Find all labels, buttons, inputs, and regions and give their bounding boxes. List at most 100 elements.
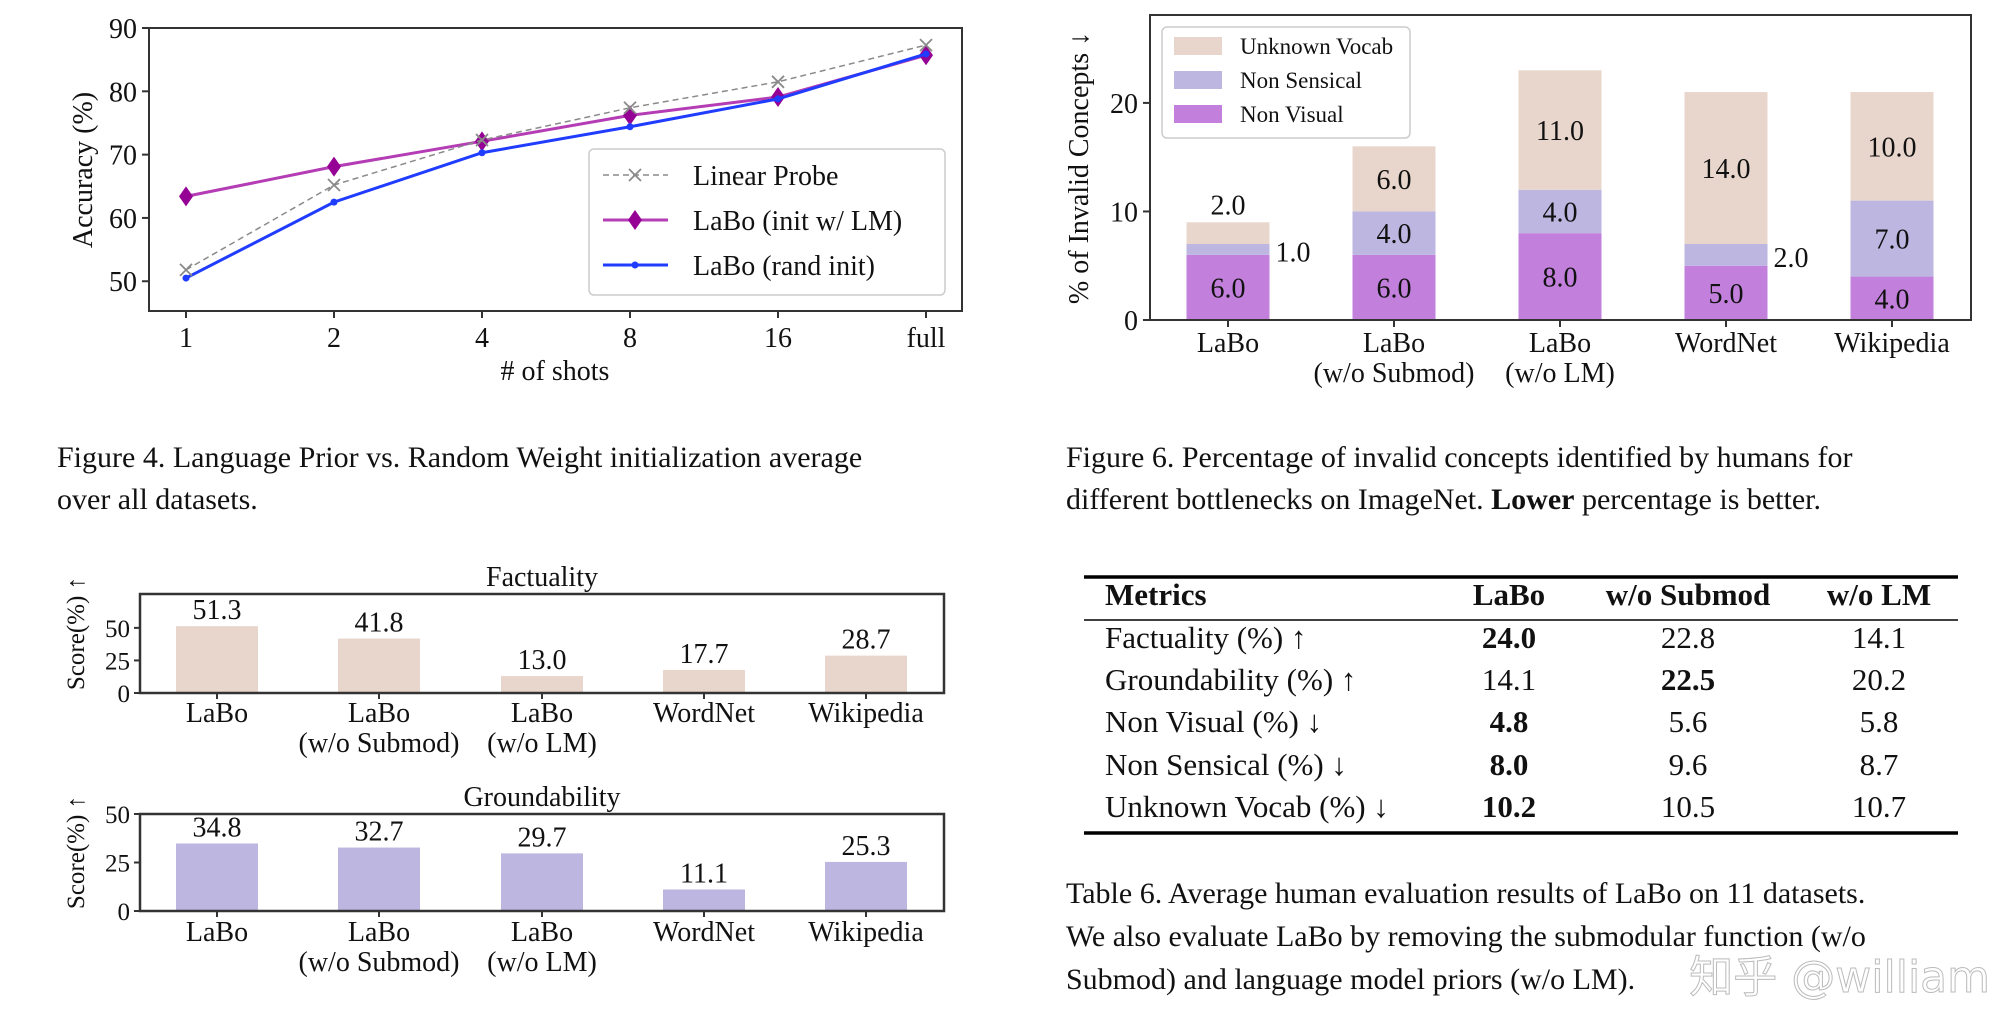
x-tick-label: full — [907, 323, 946, 354]
x-tick-label: LaBo — [511, 917, 573, 948]
bar-value-label: 28.7 — [842, 625, 891, 656]
figure-6-caption-line: different bottlenecks on ImageNet. Lower… — [1066, 483, 1821, 516]
watermark: 知乎 @william — [1689, 952, 1990, 1003]
y-tick-label: 25 — [105, 648, 130, 675]
figure-4-caption-line: Figure 4. Language Prior vs. Random Weig… — [57, 441, 862, 474]
table-cell: 24.0 — [1482, 620, 1536, 655]
series-labo-rand-init- — [182, 50, 930, 282]
x-tick-label: 2 — [327, 323, 341, 354]
column-header: LaBo — [1473, 577, 1545, 612]
bar-value-label: 2.0 — [1211, 190, 1246, 221]
bar-value-label: 51.3 — [193, 595, 242, 626]
table-cell: 14.1 — [1482, 662, 1536, 697]
plot-frame — [1149, 14, 1972, 321]
bar-value-label: 11.1 — [680, 858, 728, 889]
bar-segment — [1684, 244, 1768, 266]
legend-swatch — [1174, 37, 1222, 55]
figure-4-caption-line: over all datasets. — [57, 483, 258, 516]
bar — [176, 843, 258, 911]
table-row: Unknown Vocab (%) ↓ 10.2 10.5 10.7 — [1105, 789, 1906, 824]
table-cell: 4.8 — [1490, 704, 1529, 739]
x-tick-label: LaBo — [1529, 328, 1591, 359]
x-marker — [771, 75, 785, 89]
y-tick-label: 90 — [109, 14, 137, 45]
y-tick-label: 50 — [109, 267, 137, 298]
bar-segment — [1850, 276, 1934, 320]
row-label: Groundability (%) ↑ — [1105, 662, 1356, 697]
legend-label: Non Sensical — [1240, 68, 1362, 93]
bar-value-label: 7.0 — [1875, 225, 1910, 256]
bar-value-label: 17.7 — [680, 639, 729, 670]
y-tick-label: 50 — [105, 616, 130, 643]
x-tick-label: LaBo — [348, 917, 410, 948]
chart-title: Factuality — [486, 562, 598, 593]
bar-segment — [1352, 211, 1436, 255]
x-tick-label: LaBo — [348, 698, 410, 729]
bar-value-label: 14.0 — [1702, 154, 1751, 185]
bar-value-label: 10.0 — [1868, 132, 1917, 163]
table-cell: 14.1 — [1852, 620, 1906, 655]
results-table: Metrics LaBo w/o Submod w/o LM Factuality (%… — [1084, 575, 1958, 835]
x-tick-label-sub: (w/o Submod) — [299, 728, 460, 759]
bar — [501, 676, 583, 693]
bar-value-label: 4.0 — [1875, 284, 1910, 315]
diamond-marker — [628, 210, 642, 230]
x-marker — [623, 101, 637, 115]
dot-marker — [330, 198, 338, 206]
x-tick-label: 16 — [764, 323, 792, 354]
table-cell: 22.5 — [1661, 662, 1715, 697]
bar-value-label: 11.0 — [1536, 116, 1584, 147]
column-header: w/o LM — [1827, 577, 1931, 612]
bar-segment — [1518, 189, 1602, 234]
bar-segment — [1518, 70, 1602, 190]
x-marker — [628, 168, 642, 182]
y-axis-label: Accuracy (%) — [68, 92, 99, 248]
bar — [338, 638, 420, 693]
x-tick-label: Wikipedia — [808, 698, 924, 729]
table-6-caption-line: Submod) and language model priors (w/o L… — [1066, 963, 1635, 996]
y-tick-label: 70 — [109, 141, 137, 172]
y-tick-label: 0 — [118, 681, 131, 708]
table-cell: 10.5 — [1661, 789, 1715, 824]
legend-label: Non Visual — [1240, 102, 1344, 127]
bar-segment — [1186, 222, 1270, 245]
x-tick-label: 4 — [475, 323, 489, 354]
legend: Unknown Vocab Non Sensical Non Visual — [1161, 26, 1411, 139]
dot-marker — [478, 149, 486, 157]
bar-value-label: 1.0 — [1276, 237, 1311, 268]
x-tick-label-sub: (w/o Submod) — [299, 947, 460, 978]
x-tick-label: WordNet — [653, 698, 755, 729]
bar — [825, 655, 907, 693]
bar-value-label: 25.3 — [842, 831, 891, 862]
line-chart-accuracy: 50 60 70 80 90 1 2 4 8 16 full # of shots Accuracy (… — [68, 14, 963, 387]
y-tick-label: 20 — [1110, 89, 1138, 120]
table-row: Non Visual (%) ↓ 4.8 5.6 5.8 — [1105, 704, 1898, 739]
bar — [663, 889, 745, 911]
table-cell: 5.8 — [1860, 704, 1899, 739]
caption-text: different bottlenecks on ImageNet. — [1066, 483, 1491, 516]
x-tick-label: 8 — [623, 323, 637, 354]
row-label: Non Visual (%) ↓ — [1105, 704, 1322, 739]
dot-marker — [182, 274, 190, 282]
bar-value-label: 13.0 — [518, 645, 567, 676]
x-marker — [475, 133, 489, 147]
x-tick-label-sub: (w/o LM) — [487, 947, 597, 978]
x-tick-label: LaBo — [1197, 328, 1259, 359]
bar-value-label: 4.0 — [1543, 197, 1578, 228]
bar-segment — [1850, 92, 1934, 201]
bar-value-label: 2.0 — [1774, 243, 1809, 274]
dot-marker — [631, 261, 639, 269]
bar-value-label: 41.8 — [355, 608, 404, 639]
y-tick-label: 0 — [118, 899, 131, 926]
table-cell: 5.6 — [1669, 704, 1708, 739]
bar-value-label: 6.0 — [1377, 165, 1412, 196]
bar-segment — [1186, 244, 1270, 255]
bar-value-label: 4.0 — [1377, 219, 1412, 250]
x-marker — [179, 263, 193, 277]
x-tick-label-sub: (w/o Submod) — [1314, 358, 1475, 389]
bar-value-label: 29.7 — [518, 822, 567, 853]
y-tick-label: 25 — [105, 851, 130, 878]
